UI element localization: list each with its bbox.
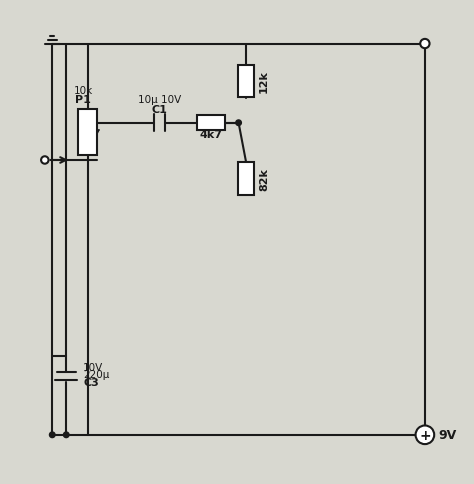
Text: 220μ: 220μ	[83, 369, 109, 379]
Text: +: +	[419, 428, 431, 442]
Text: 10V: 10V	[83, 362, 103, 372]
Circle shape	[49, 432, 55, 438]
Text: 10μ 10V: 10μ 10V	[138, 95, 181, 105]
Bar	[237, 163, 255, 196]
Circle shape	[420, 40, 429, 49]
Circle shape	[41, 157, 48, 165]
Bar	[197, 116, 225, 131]
Text: P1: P1	[75, 95, 91, 105]
Circle shape	[236, 121, 241, 126]
Text: 10k: 10k	[73, 86, 92, 96]
Text: 9V: 9V	[439, 428, 457, 441]
Text: C3: C3	[83, 377, 99, 387]
Text: 4k7: 4k7	[199, 130, 222, 139]
Text: 12k: 12k	[259, 70, 269, 93]
Text: C1: C1	[152, 105, 167, 115]
Bar	[78, 109, 97, 156]
Circle shape	[416, 425, 434, 444]
Text: 82k: 82k	[259, 168, 269, 191]
Bar	[237, 65, 255, 98]
Circle shape	[64, 432, 69, 438]
